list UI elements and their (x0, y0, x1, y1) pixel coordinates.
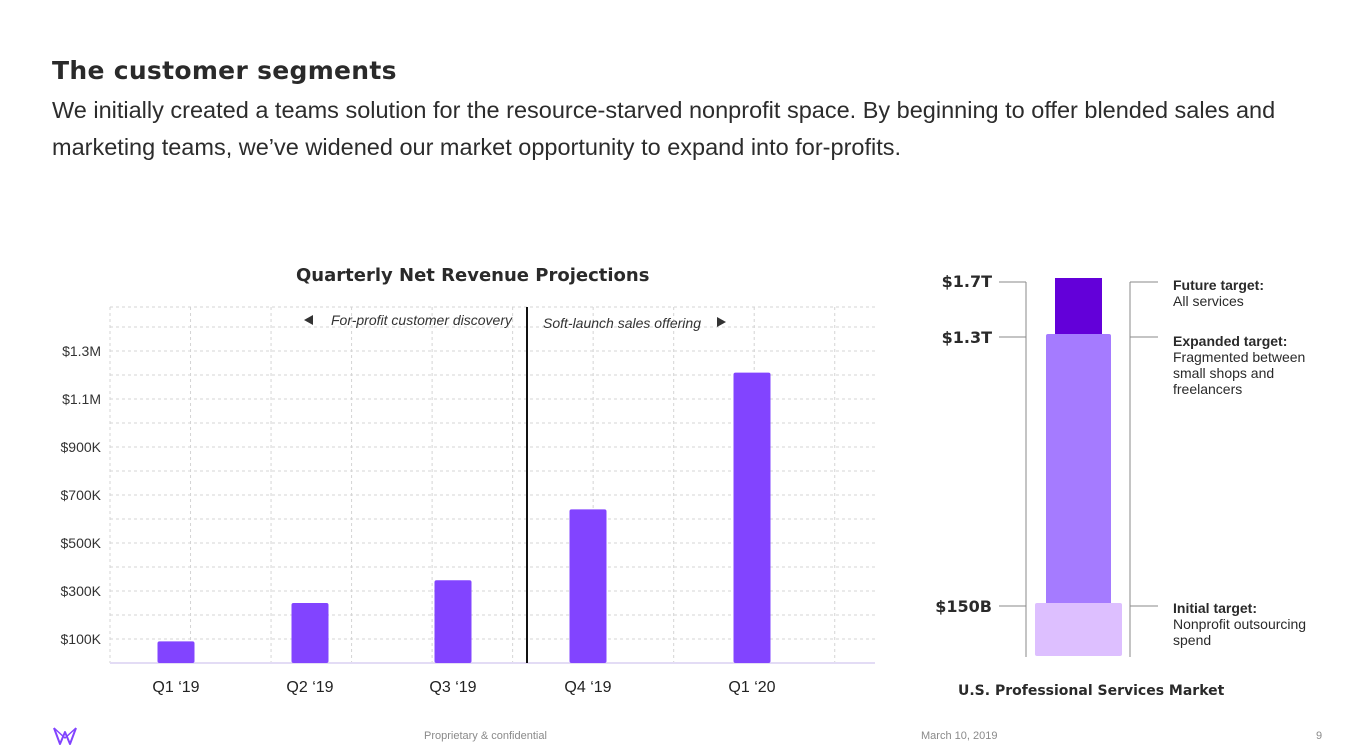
y-tick-label: $700K (61, 487, 102, 503)
revenue-chart-title: Quarterly Net Revenue Projections (296, 265, 650, 286)
market-value-expanded: $1.3T (941, 328, 992, 347)
revenue-bar (569, 509, 607, 663)
x-tick-label: Q3 ‘19 (429, 679, 476, 696)
arrow-right-icon (717, 317, 726, 327)
market-segment-initial (1035, 603, 1122, 656)
footer-page-number: 9 (1316, 730, 1323, 742)
market-right-bracket (1129, 281, 1158, 657)
revenue-bar (434, 580, 472, 663)
market-note-expanded: Expanded target: Fragmented between smal… (1173, 333, 1318, 397)
x-tick-label: Q4 ‘19 (564, 679, 611, 696)
slide-subtitle: We initially created a teams solution fo… (52, 97, 1276, 160)
market-note-initial: Initial target: Nonprofit outsourcing sp… (1173, 600, 1323, 648)
revenue-bar (733, 372, 771, 663)
slide-title: The customer segments (52, 56, 397, 85)
market-note-initial-desc: Nonprofit outsourcing spend (1173, 616, 1307, 648)
y-tick-label: $1.3M (62, 343, 101, 359)
market-note-future-head: Future target: (1173, 277, 1264, 293)
y-tick-label: $1.1M (62, 391, 101, 407)
x-tick-label: Q1 ‘20 (728, 679, 775, 696)
annotation-right: Soft-launch sales offering (543, 315, 701, 331)
revenue-bar (291, 603, 329, 663)
market-segment-expanded (1046, 334, 1111, 606)
footer-confidential: Proprietary & confidential (424, 730, 547, 742)
market-note-initial-head: Initial target: (1173, 600, 1258, 616)
market-value-initial: $150B (935, 597, 992, 616)
market-note-expanded-head: Expanded target: (1173, 333, 1288, 349)
footer-date: March 10, 2019 (921, 730, 998, 742)
y-tick-label: $100K (61, 631, 102, 647)
market-left-bracket (999, 281, 1027, 657)
arrow-left-icon (304, 315, 313, 325)
market-note-expanded-desc: Fragmented between small shops and freel… (1173, 349, 1306, 397)
market-segment-future (1055, 278, 1102, 336)
annotation-left: For-profit customer discovery (331, 312, 513, 328)
market-note-future-desc: All services (1173, 293, 1244, 309)
market-chart-title: U.S. Professional Services Market (958, 683, 1225, 699)
x-tick-label: Q1 ‘19 (152, 679, 199, 696)
market-note-future: Future target: All services (1173, 277, 1343, 309)
market-value-future: $1.7T (941, 272, 992, 291)
y-tick-label: $300K (61, 583, 102, 599)
x-tick-label: Q2 ‘19 (286, 679, 333, 696)
company-logo-icon (53, 727, 77, 745)
y-tick-label: $900K (61, 439, 102, 455)
y-tick-label: $500K (61, 535, 102, 551)
revenue-bar (157, 641, 195, 663)
